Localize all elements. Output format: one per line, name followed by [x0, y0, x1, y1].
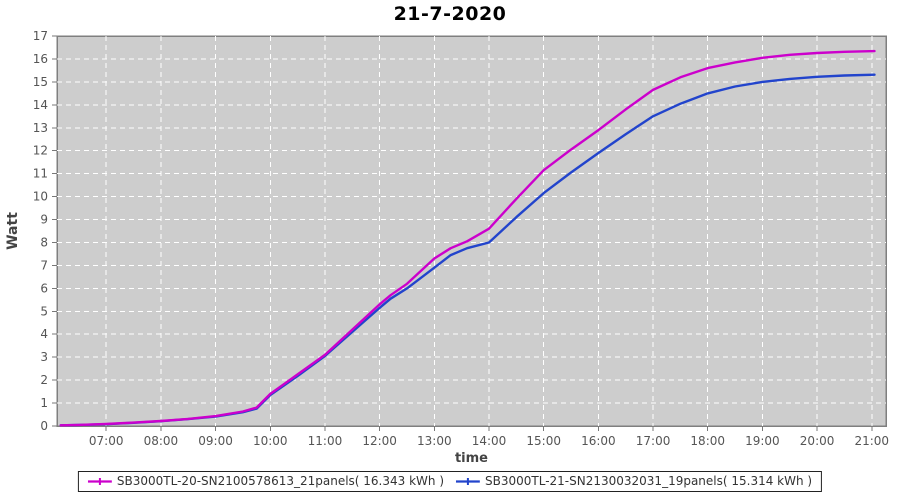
x-axis-tick-label: 20:00	[800, 434, 835, 448]
legend-item: SB3000TL-21-SN2130032031_19panels( 15.31…	[456, 474, 812, 488]
y-axis-tick-label: 13	[33, 121, 48, 135]
y-axis-tick-label: 2	[40, 373, 48, 387]
x-axis-tick-labels: 07:00 08:00 09:00 10:00 11:00 12:00 13:00 14:00…	[89, 434, 889, 448]
legend-series-label: SB3000TL-21-SN2130032031_19panels( 15.31…	[485, 474, 813, 488]
x-axis-tick-label: 21:00	[854, 434, 889, 448]
y-axis-tick-label: 6	[40, 281, 48, 295]
x-axis-tick-label: 18:00	[690, 434, 725, 448]
x-axis-tick-label: 19:00	[745, 434, 780, 448]
legend-item: SB3000TL-20-SN2100578613_21panels( 16.34…	[87, 474, 444, 488]
axis-ticks	[52, 35, 873, 431]
y-axis-title: Watt	[5, 212, 21, 250]
legend-series-label: SB3000TL-20-SN2100578613_21panels( 16.34…	[116, 474, 444, 488]
x-axis-tick-label: 11:00	[308, 434, 343, 448]
legend: SB3000TL-20-SN2100578613_21panels( 16.34…	[77, 471, 823, 492]
legend-line-swatch-icon	[456, 477, 480, 485]
y-axis-tick-label: 4	[40, 327, 48, 341]
x-axis-tick-label: 15:00	[526, 434, 561, 448]
y-axis-tick-label: 15	[33, 75, 48, 89]
x-axis-tick-label: 07:00	[89, 434, 124, 448]
series-line-0	[59, 49, 876, 427]
gridlines	[57, 36, 886, 426]
x-axis-tick-label: 08:00	[144, 434, 179, 448]
x-axis-tick-label: 10:00	[253, 434, 288, 448]
y-axis-tick-label: 9	[40, 213, 48, 227]
y-axis-tick-label: 0	[40, 419, 48, 433]
y-axis-tick-label: 16	[33, 52, 48, 66]
y-axis-tick-label: 7	[40, 258, 48, 272]
legend-line-swatch-icon	[87, 477, 112, 485]
x-axis-tick-label: 14:00	[472, 434, 507, 448]
x-axis-tick-label: 09:00	[198, 434, 233, 448]
y-axis-tick-label: 8	[40, 235, 48, 249]
x-axis-tick-label: 13:00	[417, 434, 452, 448]
y-axis-tick-label: 11	[33, 167, 48, 181]
x-axis-tick-label: 17:00	[636, 434, 671, 448]
chart-title: 21-7-2020	[393, 3, 507, 25]
y-axis-tick-label: 5	[40, 304, 48, 318]
y-axis-tick-label: 12	[33, 144, 48, 158]
y-axis-tick-label: 14	[33, 98, 48, 112]
plot-panel	[56, 35, 887, 427]
y-axis-tick-label: 17	[33, 29, 48, 43]
x-axis-tick-label: 12:00	[362, 434, 397, 448]
y-axis-tick-label: 1	[40, 396, 48, 410]
x-axis-title: time	[455, 451, 488, 466]
y-axis-tick-label: 10	[33, 190, 48, 204]
x-axis-tick-label: 16:00	[581, 434, 616, 448]
y-axis-tick-label: 3	[40, 350, 48, 364]
